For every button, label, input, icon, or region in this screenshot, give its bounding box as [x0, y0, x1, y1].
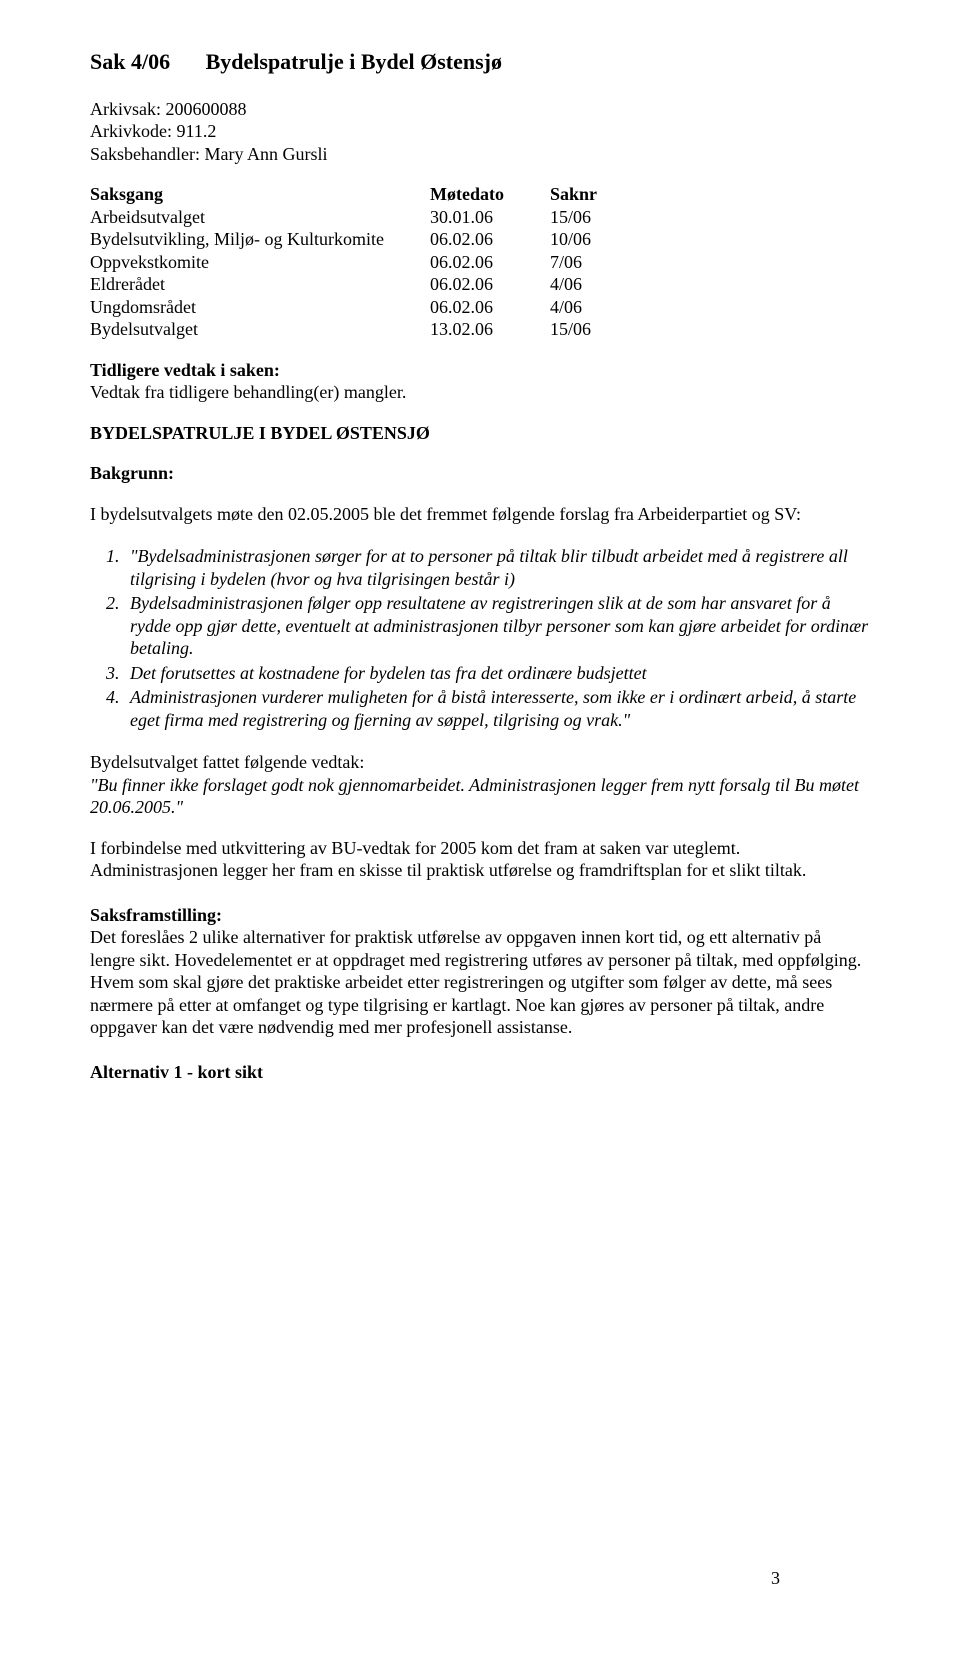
saksframstilling-text: Det foreslåes 2 ulike alternativer for p… [90, 926, 870, 1039]
table-row: Oppvekstkomite 06.02.06 7/06 [90, 251, 630, 274]
page-title: Sak 4/06 Bydelspatrulje i Bydel Østensjø [90, 48, 870, 76]
list-item: "Bydelsadministrasjonen sørger for at to… [124, 545, 870, 590]
saksgang-body-cell: Eldrerådet [90, 273, 430, 296]
saksgang-date-cell: 06.02.06 [430, 296, 550, 319]
saksgang-date-cell: 06.02.06 [430, 228, 550, 251]
vedtak-quote: "Bu finner ikke forslaget godt nok gjenn… [90, 774, 870, 819]
page-number: 3 [771, 1567, 780, 1590]
bakgrunn-intro: I bydelsutvalgets møte den 02.05.2005 bl… [90, 503, 870, 526]
table-row: Bydelsutvalget 13.02.06 15/06 [90, 318, 630, 341]
section-heading: BYDELSPATRULJE I BYDEL ØSTENSJØ [90, 422, 870, 445]
saksbehandler-value: Mary Ann Gursli [204, 144, 327, 164]
vedtak-lead: Bydelsutvalget fattet følgende vedtak: [90, 751, 870, 774]
sak-heading: Bydelspatrulje i Bydel Østensjø [206, 49, 502, 74]
tidligere-heading: Tidligere vedtak i saken: [90, 359, 870, 382]
list-item: Bydelsadministrasjonen følger opp result… [124, 592, 870, 660]
saksgang-body-cell: Bydelsutvalget [90, 318, 430, 341]
bakgrunn-label: Bakgrunn: [90, 462, 870, 485]
saksgang-body-cell: Ungdomsrådet [90, 296, 430, 319]
arkivkode-label: Arkivkode: [90, 121, 172, 141]
arkivsak-line: Arkivsak: 200600088 [90, 98, 870, 121]
saksgang-nr-cell: 4/06 [550, 296, 630, 319]
tidligere-text: Vedtak fra tidligere behandling(er) mang… [90, 381, 870, 404]
saksgang-header-nr: Saknr [550, 183, 630, 206]
saksgang-header-row: Saksgang Møtedato Saknr [90, 183, 630, 206]
arkivsak-value: 200600088 [166, 99, 247, 119]
table-row: Eldrerådet 06.02.06 4/06 [90, 273, 630, 296]
saksgang-date-cell: 30.01.06 [430, 206, 550, 229]
archive-block: Arkivsak: 200600088 Arkivkode: 911.2 Sak… [90, 98, 870, 166]
saksgang-nr-cell: 15/06 [550, 206, 630, 229]
arkivkode-value: 911.2 [176, 121, 216, 141]
proposal-list: "Bydelsadministrasjonen sørger for at to… [90, 545, 870, 731]
saksframstilling-label: Saksframstilling: [90, 904, 870, 927]
saksbehandler-line: Saksbehandler: Mary Ann Gursli [90, 143, 870, 166]
alternativ1-heading: Alternativ 1 - kort sikt [90, 1061, 870, 1084]
saksgang-nr-cell: 4/06 [550, 273, 630, 296]
saksgang-body-cell: Arbeidsutvalget [90, 206, 430, 229]
arkivsak-label: Arkivsak: [90, 99, 161, 119]
saksgang-body: Arbeidsutvalget 30.01.06 15/06 Bydelsutv… [90, 206, 630, 341]
table-row: Arbeidsutvalget 30.01.06 15/06 [90, 206, 630, 229]
saksgang-nr-cell: 10/06 [550, 228, 630, 251]
saksgang-header-body: Saksgang [90, 183, 430, 206]
sak-number: Sak 4/06 [90, 48, 170, 76]
arkivkode-line: Arkivkode: 911.2 [90, 120, 870, 143]
saksgang-body-cell: Oppvekstkomite [90, 251, 430, 274]
list-item: Administrasjonen vurderer muligheten for… [124, 686, 870, 731]
table-row: Ungdomsrådet 06.02.06 4/06 [90, 296, 630, 319]
utkvittering-paragraph: I forbindelse med utkvittering av BU-ved… [90, 837, 870, 882]
saksgang-body-cell: Bydelsutvikling, Miljø- og Kulturkomite [90, 228, 430, 251]
table-row: Bydelsutvikling, Miljø- og Kulturkomite … [90, 228, 630, 251]
saksgang-nr-cell: 15/06 [550, 318, 630, 341]
saksgang-header-date: Møtedato [430, 183, 550, 206]
list-item: Det forutsettes at kostnadene for bydele… [124, 662, 870, 685]
saksgang-date-cell: 06.02.06 [430, 273, 550, 296]
saksgang-table: Saksgang Møtedato Saknr Arbeidsutvalget … [90, 183, 630, 341]
saksgang-date-cell: 13.02.06 [430, 318, 550, 341]
saksbehandler-label: Saksbehandler: [90, 144, 200, 164]
saksgang-nr-cell: 7/06 [550, 251, 630, 274]
saksgang-date-cell: 06.02.06 [430, 251, 550, 274]
